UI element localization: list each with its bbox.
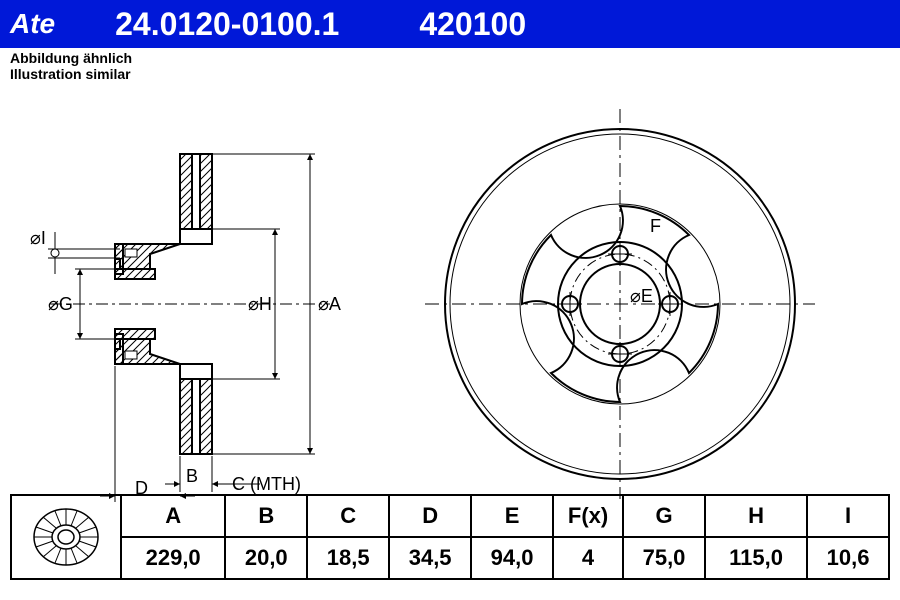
th-G: G: [623, 495, 705, 537]
dim-H: ⌀H: [248, 294, 272, 314]
dim-C: C (MTH): [232, 474, 301, 494]
technical-drawing: ⌀A ⌀H ⌀G ⌀I B C (MTH) D: [0, 84, 900, 484]
td-D: 34,5: [389, 537, 471, 579]
dim-I: ⌀I: [30, 228, 46, 248]
table-header-row: A B C D E F(x) G H I: [11, 495, 889, 537]
th-D: D: [389, 495, 471, 537]
td-B: 20,0: [225, 537, 307, 579]
td-A: 229,0: [121, 537, 225, 579]
dim-F: F: [650, 216, 661, 236]
td-H: 115,0: [705, 537, 807, 579]
subheader-de: Abbildung ähnlich: [10, 50, 890, 66]
dimension-table: A B C D E F(x) G H I 229,0 20,0 18,5 34,…: [10, 494, 890, 580]
side-view: [50, 154, 330, 454]
product-code: 420100: [419, 6, 526, 43]
td-E: 94,0: [471, 537, 553, 579]
th-B: B: [225, 495, 307, 537]
drawing-svg: ⌀A ⌀H ⌀G ⌀I B C (MTH) D: [0, 84, 900, 504]
td-C: 18,5: [307, 537, 389, 579]
part-number: 24.0120-0100.1: [115, 6, 339, 43]
table-value-row: 229,0 20,0 18,5 34,5 94,0 4 75,0 115,0 1…: [11, 537, 889, 579]
th-A: A: [121, 495, 225, 537]
dim-B: B: [186, 466, 198, 486]
subheader-en: Illustration similar: [10, 66, 890, 82]
td-G: 75,0: [623, 537, 705, 579]
dim-G: ⌀G: [48, 294, 73, 314]
td-F: 4: [553, 537, 623, 579]
subheader: Abbildung ähnlich Illustration similar: [0, 48, 900, 84]
th-I: I: [807, 495, 889, 537]
dim-E: ⌀E: [630, 286, 653, 306]
front-view: [425, 109, 815, 499]
thumb-icon: [21, 502, 111, 572]
table-thumbnail: [11, 495, 121, 579]
ate-logo: Ate: [10, 8, 55, 40]
th-H: H: [705, 495, 807, 537]
th-E: E: [471, 495, 553, 537]
th-F: F(x): [553, 495, 623, 537]
dim-A: ⌀A: [318, 294, 341, 314]
th-C: C: [307, 495, 389, 537]
td-I: 10,6: [807, 537, 889, 579]
